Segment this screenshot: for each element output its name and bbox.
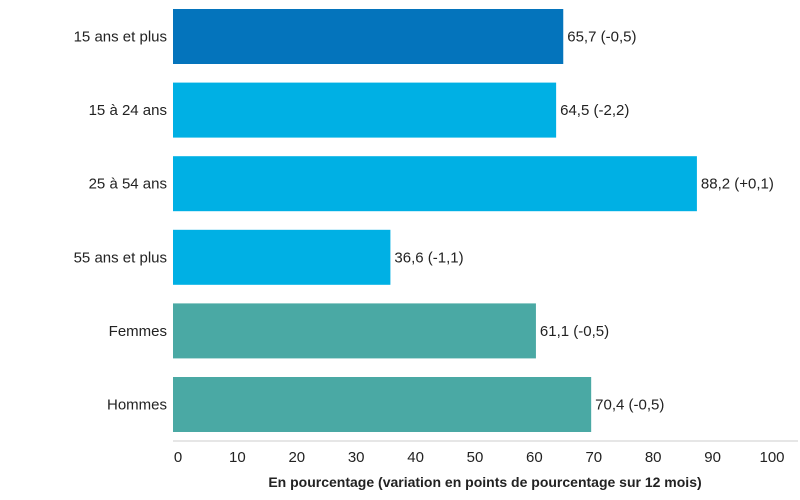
- x-tick-label-70: 70: [585, 449, 602, 466]
- x-tick-label-30: 30: [348, 449, 365, 466]
- category-labels: 15 ans et plus 15 à 24 ans 25 à 54 ans 55 a…: [74, 29, 167, 414]
- x-tick-label-90: 90: [704, 449, 721, 466]
- value-label-hommes: 70,4 (-0,5): [595, 397, 664, 414]
- category-label-15-ans-et-plus: 15 ans et plus: [74, 29, 167, 46]
- value-label-55-ans-et-plus: 36,6 (-1,1): [394, 249, 463, 266]
- x-tick-label-100: 100: [759, 449, 784, 466]
- value-label-15-ans-et-plus: 65,7 (-0,5): [567, 29, 636, 46]
- x-tick-labels: 0 10 20 30 40 50 60 70 80 90 100: [174, 449, 785, 466]
- x-axis-title: En pourcentage (variation en points de p…: [268, 474, 701, 490]
- category-label-25-a-54-ans: 25 à 54 ans: [89, 176, 167, 193]
- value-label-15-a-24-ans: 64,5 (-2,2): [560, 102, 629, 119]
- bar-15-ans-et-plus: [173, 9, 564, 64]
- x-tick-label-0: 0: [174, 449, 182, 466]
- bar-femmes: [173, 303, 536, 359]
- bars-group: [173, 9, 697, 432]
- value-label-femmes: 61,1 (-0,5): [540, 323, 609, 340]
- value-label-25-a-54-ans: 88,2 (+0,1): [701, 176, 774, 193]
- category-label-15-a-24-ans: 15 à 24 ans: [89, 102, 167, 119]
- bar-hommes: [173, 377, 592, 432]
- bar-55-ans-et-plus: [173, 229, 391, 285]
- category-label-femmes: Femmes: [109, 323, 167, 340]
- x-tick-label-50: 50: [467, 449, 484, 466]
- category-label-hommes: Hommes: [107, 397, 167, 414]
- x-tick-label-60: 60: [526, 449, 543, 466]
- x-tick-label-40: 40: [407, 449, 424, 466]
- category-label-55-ans-et-plus: 55 ans et plus: [74, 249, 167, 266]
- bar-25-a-54-ans: [173, 156, 697, 212]
- bar-15-a-24-ans: [173, 82, 557, 138]
- value-labels: 65,7 (-0,5) 64,5 (-2,2) 88,2 (+0,1) 36,6 (-…: [394, 29, 773, 414]
- x-tick-label-80: 80: [645, 449, 662, 466]
- x-tick-label-10: 10: [229, 449, 246, 466]
- x-tick-label-20: 20: [288, 449, 305, 466]
